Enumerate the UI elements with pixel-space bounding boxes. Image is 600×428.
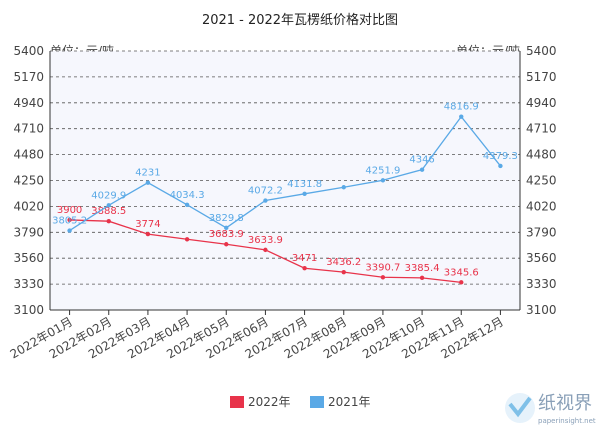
data-label: 4346 xyxy=(409,155,434,166)
data-label: 3774 xyxy=(135,219,160,230)
y-tick-label: 4940 xyxy=(13,96,44,110)
chart-title: 2021 - 2022年瓦楞纸价格对比图 xyxy=(202,12,398,28)
series-point xyxy=(302,266,307,271)
y2-tick-label: 4020 xyxy=(526,199,557,213)
data-label: 4816.9 xyxy=(444,102,479,113)
data-label: 3633.9 xyxy=(248,235,283,246)
series-point xyxy=(419,275,425,281)
y2-tick-label: 3560 xyxy=(526,251,557,265)
y-tick-label: 4710 xyxy=(13,122,44,136)
y2-tick-label: 4710 xyxy=(526,122,557,136)
data-label: 3683.9 xyxy=(209,229,244,240)
data-label: 4034.3 xyxy=(170,190,205,201)
legend-label: 2021年 xyxy=(328,395,371,409)
series-point xyxy=(459,280,464,285)
y2-tick-label: 5400 xyxy=(526,44,557,58)
series-point xyxy=(224,242,229,247)
series-point xyxy=(341,269,346,275)
series-point xyxy=(67,228,72,233)
series-point xyxy=(380,178,386,183)
series-point xyxy=(184,237,190,242)
data-label: 4379.3 xyxy=(483,151,518,162)
y2-tick-label: 4250 xyxy=(526,174,557,188)
data-label: 3829.8 xyxy=(209,213,244,224)
y2-tick-label: 3100 xyxy=(526,303,557,317)
data-label: 3385.4 xyxy=(405,263,440,274)
series-point xyxy=(106,203,111,208)
data-label: 4231 xyxy=(135,168,160,179)
series-point xyxy=(380,275,386,280)
legend-swatch xyxy=(230,396,244,408)
data-label: 3900 xyxy=(57,205,82,216)
watermark-site: paperinsight.net xyxy=(538,417,596,425)
watermark-name: 纸视界 xyxy=(538,393,592,414)
data-label: 3345.6 xyxy=(444,267,479,278)
series-point xyxy=(106,219,111,224)
data-label: 4131.8 xyxy=(287,179,322,190)
data-label: 3888.5 xyxy=(91,206,126,217)
series-point xyxy=(498,163,503,169)
y-tick-label: 3560 xyxy=(13,251,44,265)
series-point xyxy=(419,167,425,172)
watermark: 纸视界 paperinsight.net xyxy=(505,393,596,425)
legend-label: 2022年 xyxy=(248,395,291,409)
series-point xyxy=(263,198,268,203)
series-line xyxy=(69,115,501,232)
series-point xyxy=(263,247,268,253)
y2-tick-label: 3790 xyxy=(526,225,557,239)
series-point xyxy=(184,202,190,207)
y2-tick-label: 4480 xyxy=(526,148,557,162)
data-label: 3471 xyxy=(292,253,317,264)
series-point xyxy=(341,185,346,190)
y-tick-label: 3100 xyxy=(13,303,44,317)
data-label: 4251.9 xyxy=(365,165,400,176)
y2-tick-label: 3330 xyxy=(526,277,557,291)
y-tick-label: 3790 xyxy=(13,225,44,239)
series-point xyxy=(145,231,151,237)
series-point xyxy=(145,180,151,185)
watermark-icon xyxy=(505,393,535,423)
y-tick-label: 5170 xyxy=(13,70,44,84)
data-label: 4072.2 xyxy=(248,186,283,197)
series-point xyxy=(459,114,464,119)
series-point xyxy=(224,225,229,231)
y2-tick-label: 5170 xyxy=(526,70,557,84)
series-point xyxy=(67,217,72,223)
watermark-check xyxy=(508,396,532,418)
data-label: 3390.7 xyxy=(365,262,400,273)
y-tick-label: 4480 xyxy=(13,148,44,162)
y-tick-label: 4250 xyxy=(13,174,44,188)
legend-swatch xyxy=(310,396,324,408)
data-label: 4029.9 xyxy=(91,190,126,201)
data-label: 3436.2 xyxy=(326,257,361,268)
y2-tick-label: 4940 xyxy=(526,96,557,110)
series-point xyxy=(302,191,307,197)
y-tick-label: 4020 xyxy=(13,199,44,213)
data-label: 3805.2 xyxy=(52,216,87,227)
y-tick-label: 5400 xyxy=(13,44,44,58)
y-tick-label: 3330 xyxy=(13,277,44,291)
